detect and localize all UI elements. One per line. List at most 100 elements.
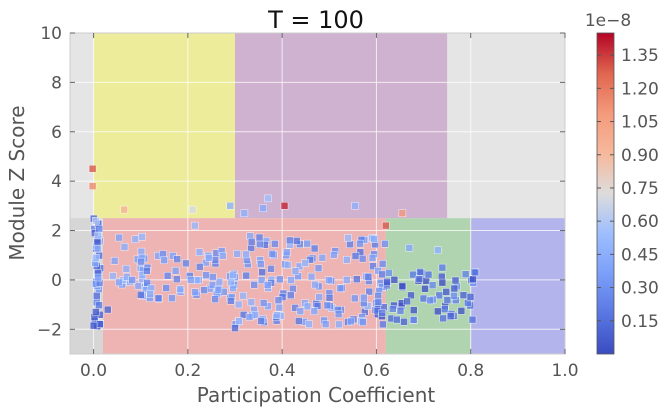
scatter-point <box>358 254 367 263</box>
x-tick-label: 0.6 <box>363 361 390 381</box>
scatter-point <box>398 209 407 218</box>
scatter-point <box>450 284 459 293</box>
scatter-point <box>303 239 311 248</box>
scatter-point <box>428 281 437 289</box>
scatter-point <box>426 296 434 305</box>
scatter-point <box>275 303 284 312</box>
scatter-point <box>378 260 387 268</box>
scatter-point <box>276 275 284 284</box>
scatter-point <box>424 270 433 279</box>
scatter-point <box>255 233 264 242</box>
scatter-point <box>398 282 407 290</box>
x-tick-label: 0.2 <box>174 361 201 381</box>
scatter-point <box>88 182 97 190</box>
scatter-point <box>343 256 351 264</box>
y-tick-label: 0 <box>51 271 62 291</box>
scatter-point <box>136 291 145 299</box>
colorbar-ticks: 0.15 0.30 0.45 0.60 0.75 0.90 1.05 1.20 1.35 <box>597 46 659 332</box>
scatter-point <box>131 235 140 244</box>
scatter-point <box>120 205 128 214</box>
scatter-point <box>171 267 180 275</box>
scatter-point <box>435 291 443 300</box>
scatter-point <box>323 301 332 310</box>
scatter-point <box>368 254 377 262</box>
scatter-point <box>450 292 458 300</box>
scatter-point <box>407 291 415 300</box>
colorbar-multiplier: 1e−8 <box>585 11 631 31</box>
scatter-point <box>92 253 100 262</box>
scatter-point <box>188 205 197 214</box>
scatter-point <box>311 280 319 289</box>
scatter-point <box>469 275 477 283</box>
scatter-point <box>163 272 172 280</box>
scatter-point <box>291 267 300 275</box>
scatter-point <box>96 320 104 328</box>
scatter-point <box>321 320 330 328</box>
scatter-point <box>416 268 424 276</box>
scatter-point <box>325 276 333 284</box>
scatter-point <box>173 255 182 263</box>
scatter-point <box>258 268 266 276</box>
x-tick-label: 0.4 <box>269 361 296 381</box>
scatter-point <box>336 284 345 293</box>
scatter-point <box>95 301 103 309</box>
scatter-point <box>231 324 239 332</box>
colorbar-tick-label: 1.20 <box>621 79 659 99</box>
scatter-point <box>202 271 210 279</box>
scatter-point <box>346 240 354 249</box>
scatter-point <box>287 291 295 299</box>
scatter-point <box>259 299 268 307</box>
y-axis-label: Module Z Score <box>5 105 29 260</box>
scatter-point <box>466 293 475 301</box>
axes-frame <box>69 32 566 355</box>
scatter-point <box>409 270 417 279</box>
scatter-point <box>94 273 103 282</box>
scatter-point <box>182 259 190 268</box>
scatter-point <box>138 232 146 241</box>
scatter-point <box>287 276 295 284</box>
scatter-point <box>403 297 411 306</box>
scatter-point <box>134 282 143 290</box>
scatter-point <box>335 320 343 329</box>
scatter-point <box>257 317 265 325</box>
scatter-point <box>378 270 386 279</box>
scatter-point <box>303 302 312 311</box>
scatter-point <box>461 270 470 278</box>
colorbar-tick-label: 0.75 <box>621 179 659 199</box>
scatter-point <box>370 235 378 244</box>
colorbar-tick-label: 0.45 <box>621 245 659 265</box>
scatter-point <box>415 275 424 283</box>
scatter-point <box>245 313 254 321</box>
scatter-point <box>356 239 364 248</box>
scatter-point <box>310 307 319 315</box>
scatter-point <box>359 318 367 326</box>
scatter-point <box>208 273 217 281</box>
scatter-point <box>195 248 204 256</box>
scatter-point <box>267 265 275 273</box>
scatter-point <box>301 259 309 267</box>
scatter-point <box>162 284 171 292</box>
scatter-point <box>226 202 235 210</box>
colorbar-tick-label: 0.90 <box>621 146 659 166</box>
scatter-point <box>271 240 279 248</box>
scatter-point <box>457 307 466 315</box>
scatter-point <box>250 281 258 289</box>
scatter-point <box>393 315 401 324</box>
y-tick-label: −2 <box>37 320 62 340</box>
scatter-point <box>385 269 393 277</box>
scatter-point <box>115 278 123 287</box>
scatter-point <box>143 279 152 287</box>
scatter-point <box>305 320 313 328</box>
scatter-point <box>214 286 223 294</box>
scatter-point <box>93 292 101 300</box>
scatter-point <box>286 236 294 245</box>
scatter-point <box>365 287 373 296</box>
scatter-point <box>343 276 351 284</box>
scatter-point <box>191 221 199 230</box>
scatter-point <box>451 276 460 285</box>
scatter-point <box>283 261 292 269</box>
scatter-point <box>390 276 399 284</box>
role-region-5 <box>470 218 565 354</box>
scatter-point <box>92 308 100 316</box>
